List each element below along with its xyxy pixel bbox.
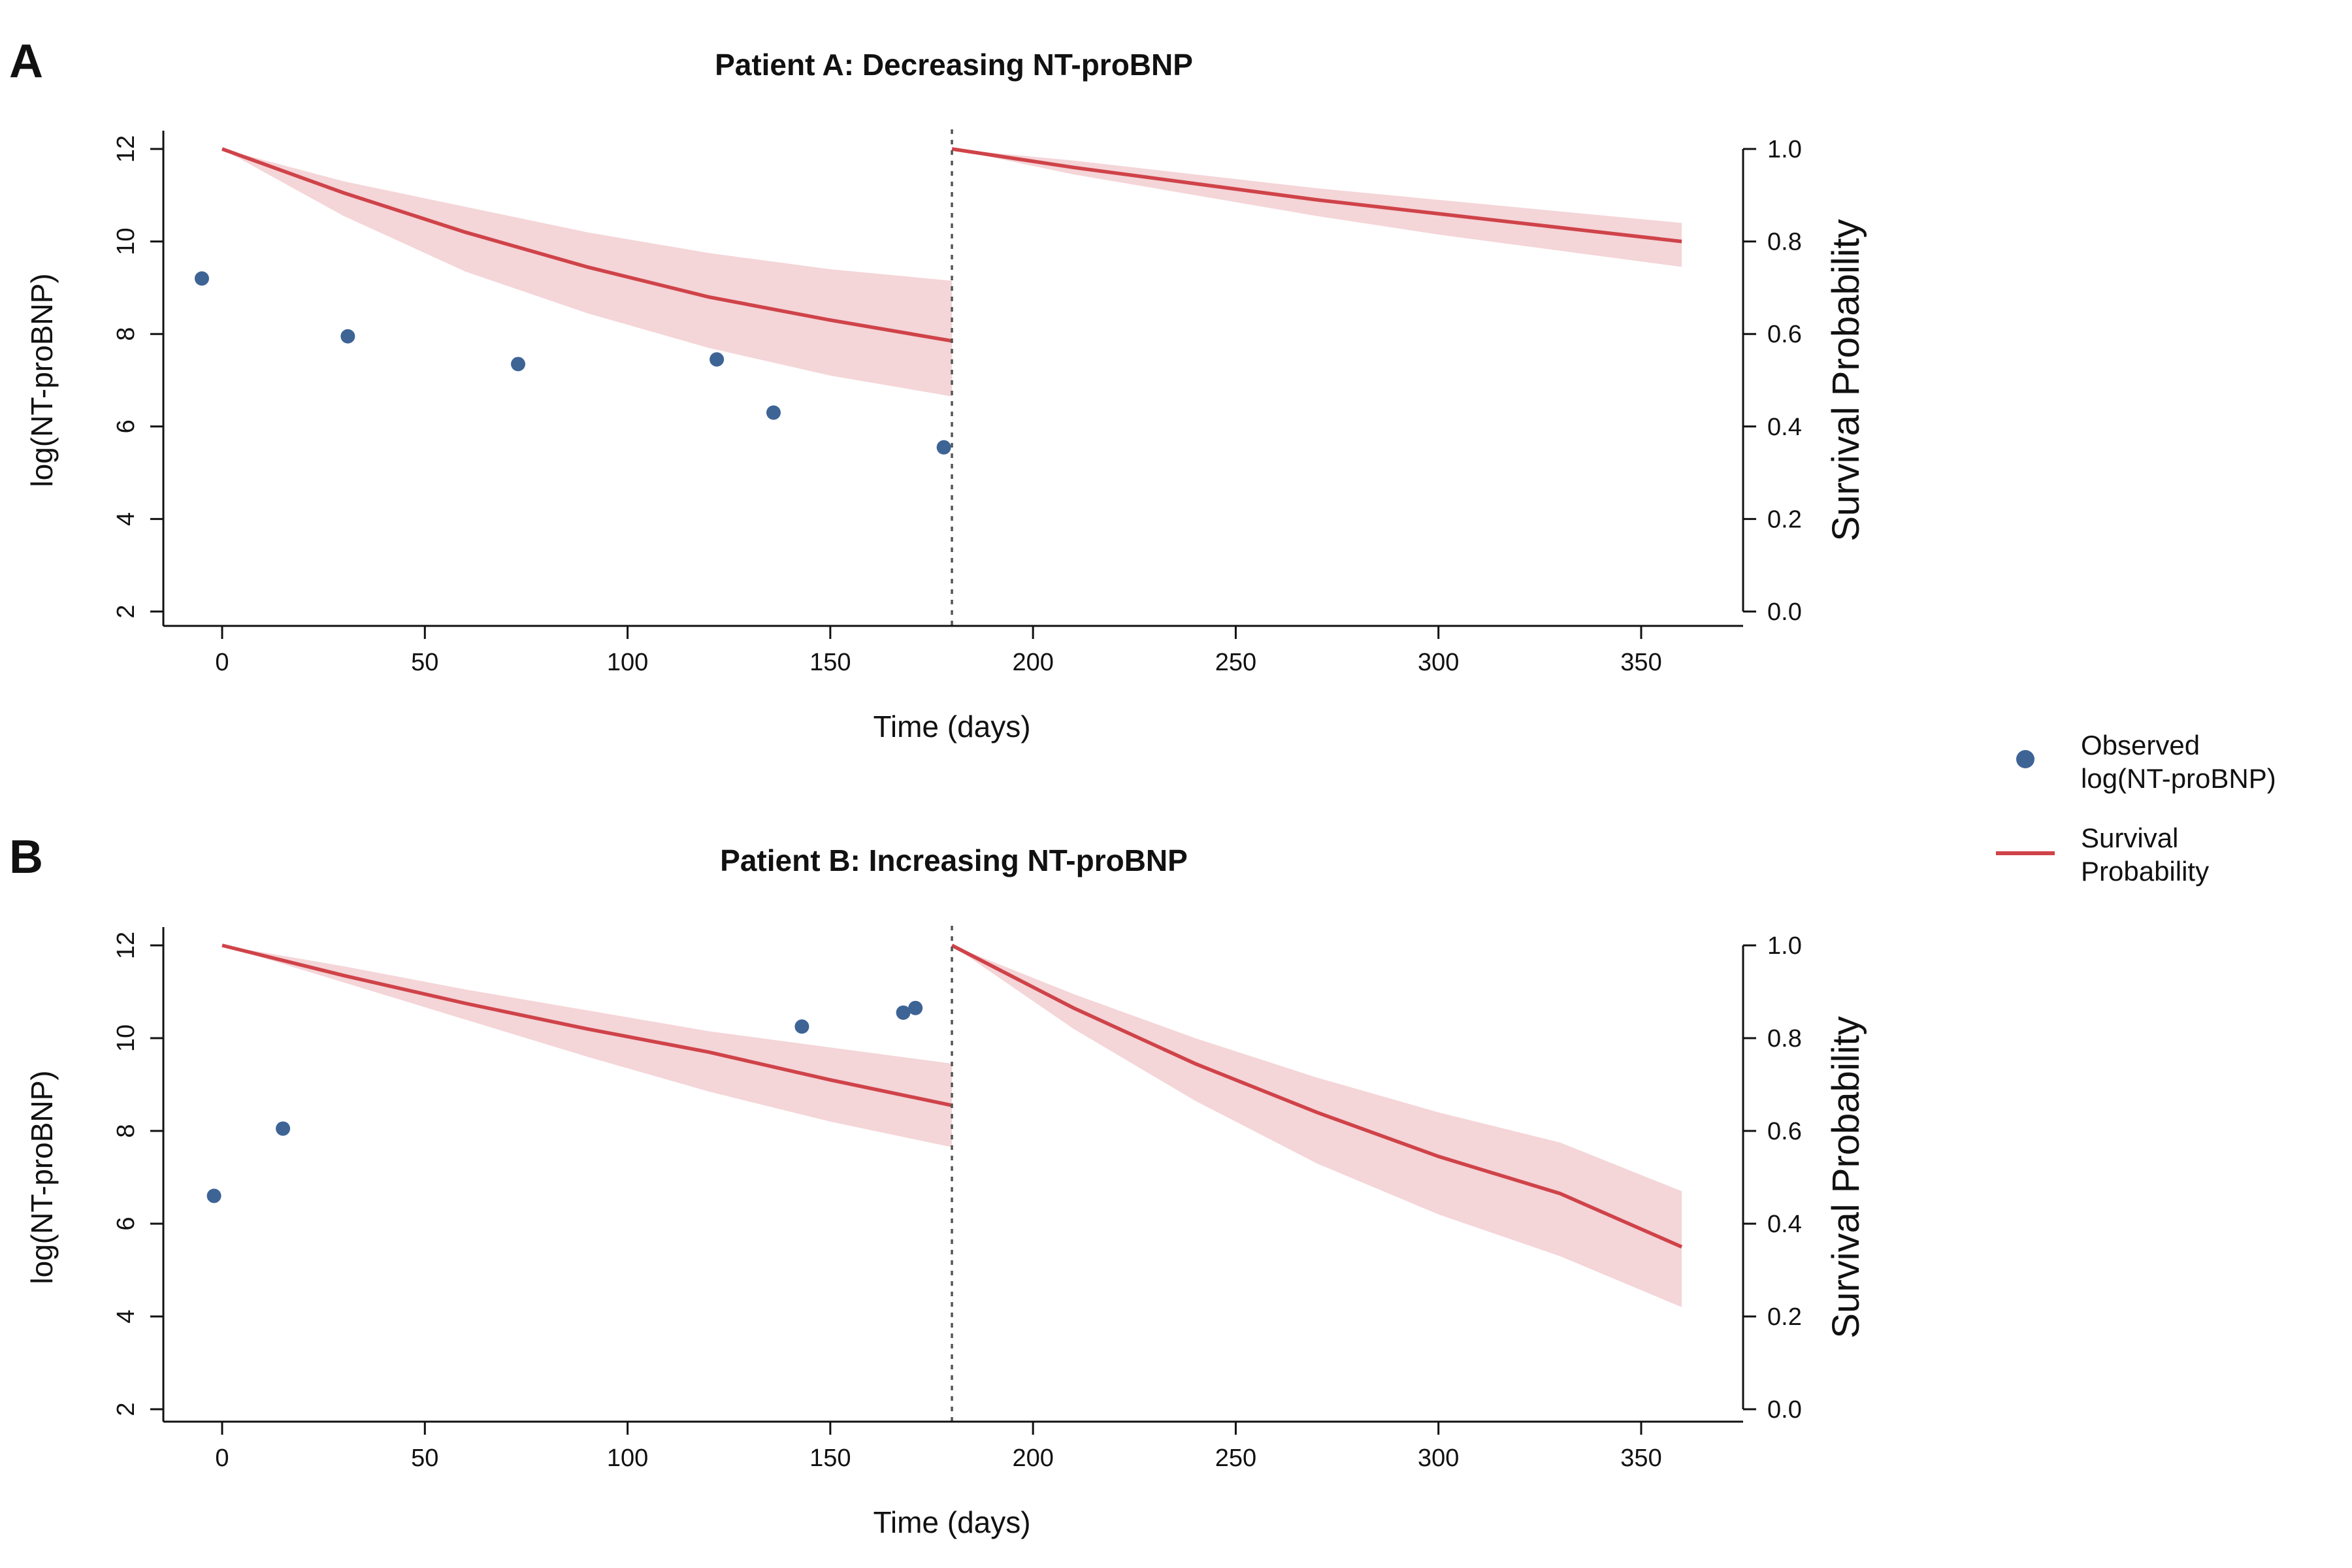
y-tick-label: 10 [112,227,140,255]
x-tick-label: 0 [215,1445,229,1472]
y2-tick-label: 0.2 [1767,506,1802,533]
observed-point [794,1019,809,1034]
fitted-trajectory-line [221,147,953,343]
y-tick-label: 4 [112,512,140,526]
y2-tick-label: 0.8 [1767,1025,1802,1053]
observed-point [710,352,725,367]
y-tick-label: 6 [112,1217,140,1230]
observed-point [206,1188,221,1203]
survival-probability-line [951,943,1683,1249]
y2-axis-label: Survival Probability [1825,219,1867,541]
survival-confidence-band [952,149,1682,267]
chart-title: Patient A: Decreasing NT-proBNP [715,48,1193,82]
x-axis-label: Time (days) [873,710,1030,743]
panel-a: A Patient A: Decreasing NT-proBNP 0 50 100 15… [9,35,1867,743]
y-tick-label: 8 [112,1124,140,1137]
x-tick-label: 100 [607,1445,648,1472]
x-tick-label: 350 [1620,1445,1661,1472]
legend-observed-label-2: log(NT-proBNP) [2081,763,2276,794]
y2-tick-label: 0.0 [1767,598,1802,626]
y-tick-label: 2 [112,604,140,618]
x-tick-label: 150 [809,649,851,676]
y-axis-label: log(NT-proBNP) [25,273,59,487]
observed-point [194,271,209,286]
legend-survival-label: Survival [2081,823,2178,853]
x-axis-label: Time (days) [873,1505,1030,1539]
survival-confidence-band [952,945,1682,1307]
observed-point [766,405,781,420]
y-axis-label: log(NT-proBNP) [25,1070,59,1284]
x-tick-label: 300 [1418,1445,1459,1472]
chart-title: Patient B: Increasing NT-proBNP [720,843,1188,877]
panel-letter: B [9,831,43,883]
y2-tick-label: 1.0 [1767,136,1802,163]
observed-point [896,1005,911,1020]
panel-letter: A [9,35,43,88]
legend-survival-label-2: Probability [2081,856,2209,887]
y2-tick-label: 0.6 [1767,1118,1802,1145]
y-tick-label: 10 [112,1024,140,1052]
y2-tick-label: 0.2 [1767,1303,1802,1331]
legend-observed-label: Observed [2081,730,2200,760]
x-tick-label: 50 [411,1445,438,1472]
y-tick-label: 6 [112,419,140,433]
fitted-trajectory-line [221,943,953,1107]
y-tick-label: 8 [112,327,140,341]
y2-tick-label: 0.6 [1767,321,1802,348]
x-tick-label: 100 [607,649,648,676]
fitted-confidence-band [222,149,953,397]
x-tick-label: 150 [809,1445,851,1472]
y2-tick-label: 0.4 [1767,1211,1802,1238]
observed-point [276,1121,291,1136]
legend-observed-marker [2016,750,2034,768]
y2-axis-label: Survival Probability [1825,1016,1867,1338]
y2-tick-label: 0.4 [1767,414,1802,441]
x-tick-label: 200 [1012,649,1053,676]
y2-tick-label: 1.0 [1767,932,1802,960]
y-tick-label: 12 [112,932,140,959]
fitted-confidence-band [222,945,953,1147]
observed-point [936,440,951,455]
x-tick-label: 350 [1620,649,1661,676]
x-tick-label: 250 [1215,649,1256,676]
y-tick-label: 2 [112,1402,140,1416]
observed-point [340,329,355,344]
y-tick-label: 4 [112,1309,140,1323]
x-tick-label: 50 [411,649,438,676]
panel-b: B Patient B: Increasing NT-proBNP 0 50 100 15… [9,831,1867,1539]
x-tick-label: 300 [1418,649,1459,676]
observed-point [511,357,526,372]
x-tick-label: 250 [1215,1445,1256,1472]
y2-tick-label: 0.8 [1767,229,1802,256]
survival-probability-line [951,147,1682,244]
y2-tick-label: 0.0 [1767,1396,1802,1424]
observed-point [908,1000,923,1015]
y-tick-label: 12 [112,135,140,163]
x-tick-label: 0 [215,649,229,676]
x-tick-label: 200 [1012,1445,1053,1472]
